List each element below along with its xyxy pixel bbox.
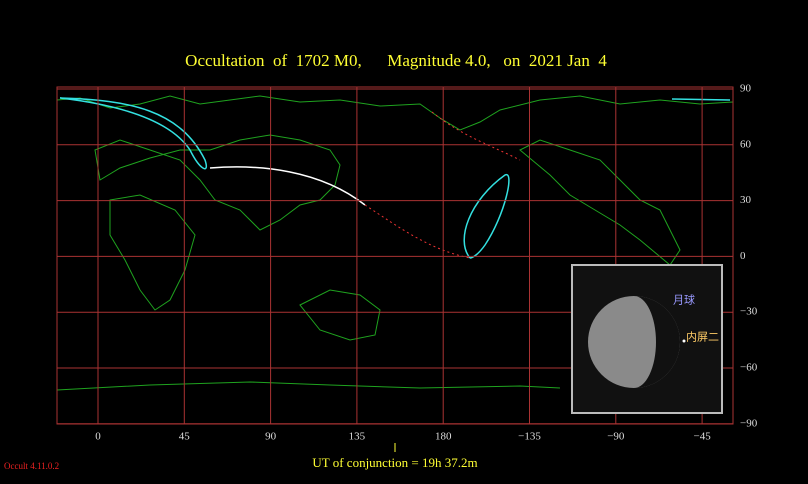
latitude-label: −30	[740, 306, 758, 318]
star-label: 内屏二	[686, 330, 719, 344]
latitude-label: −90	[740, 417, 758, 429]
title: Occultation of 1702 M0, Magnitude 4.0, o…	[185, 51, 607, 70]
longitude-label: 0	[95, 431, 101, 443]
moon-label: 月球	[673, 293, 695, 307]
latitude-label: 30	[740, 194, 752, 206]
longitude-label: −45	[693, 431, 711, 443]
latitude-label: 60	[740, 138, 752, 150]
longitude-label: 135	[349, 431, 366, 443]
moon-inset: 月球 内屏二	[571, 264, 723, 414]
moon-shadow	[634, 296, 680, 388]
land	[56, 95, 734, 391]
latitude-label: 0	[740, 250, 746, 262]
longitude-label: 90	[265, 431, 277, 443]
version: Occult 4.11.0.2	[4, 461, 59, 471]
latitude-label: −60	[740, 362, 758, 374]
star	[682, 339, 686, 343]
longitude-label: 180	[435, 431, 452, 443]
occultation-paths	[59, 97, 731, 259]
longitude-label: −90	[607, 431, 625, 443]
longitude-label: −135	[518, 431, 541, 443]
latitude-label: 90	[740, 83, 752, 95]
longitude-label: 45	[179, 431, 191, 443]
conjunction-time: UT of conjunction = 19h 37.2m	[312, 455, 477, 470]
